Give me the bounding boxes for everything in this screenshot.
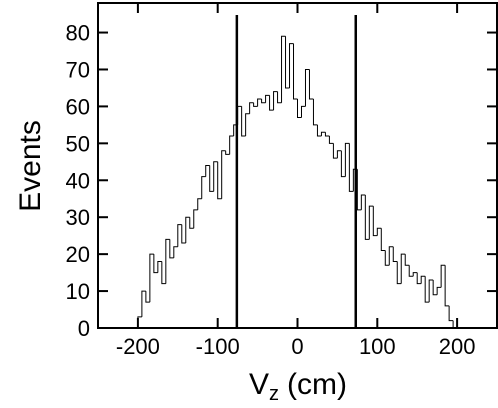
histogram-bin xyxy=(360,194,366,210)
histogram-bin xyxy=(157,261,162,273)
histogram-bin xyxy=(269,95,274,111)
histogram-bin xyxy=(285,36,290,89)
histogram-bin xyxy=(161,261,166,285)
histogram-bin xyxy=(340,150,346,178)
histogram-bin xyxy=(189,217,194,229)
histogram-bin xyxy=(209,165,214,192)
histogram-bin xyxy=(193,209,198,229)
histogram-bin xyxy=(392,246,398,263)
x-label-subscript: z xyxy=(269,383,279,403)
histogram-bin xyxy=(328,135,334,144)
x-label-unit: (cm) xyxy=(287,368,347,401)
histogram-bin xyxy=(229,135,234,155)
y-tick-label: 20 xyxy=(66,242,90,267)
histogram-bin xyxy=(173,246,178,258)
x-axis-label: Vz (cm) xyxy=(249,368,347,403)
y-tick-label: 80 xyxy=(66,21,90,46)
histogram-bin xyxy=(149,253,154,303)
histogram-bin xyxy=(440,264,446,288)
histogram-bin xyxy=(448,305,454,322)
histogram-bin xyxy=(304,68,310,107)
histogram-bin xyxy=(153,254,158,274)
histogram-bin xyxy=(297,99,302,118)
histogram-bin xyxy=(273,91,278,111)
histogram-bin xyxy=(380,228,386,251)
histogram-bin xyxy=(225,150,230,155)
histogram-bin xyxy=(408,265,414,277)
y-tick-label: 0 xyxy=(78,316,90,341)
histogram-bin xyxy=(416,272,422,285)
histogram-bin xyxy=(312,99,318,126)
y-tick-label: 60 xyxy=(66,94,90,119)
histogram-bin xyxy=(289,43,294,88)
histogram-bin xyxy=(205,165,210,177)
y-tick-label: 30 xyxy=(66,205,90,230)
histogram-bin xyxy=(308,69,314,100)
x-tick-label: -100 xyxy=(196,334,240,359)
x-tick-label: -200 xyxy=(116,334,160,359)
histogram-bin xyxy=(293,43,298,100)
histogram-bin xyxy=(344,142,350,177)
histogram-bin xyxy=(137,316,142,328)
histogram-bin xyxy=(245,113,250,136)
histogram-bin xyxy=(185,216,190,244)
histogram-bin xyxy=(444,265,450,307)
histogram-bin xyxy=(197,198,202,210)
histogram-bin xyxy=(420,275,426,284)
histogram-bin xyxy=(261,99,266,104)
histogram-bin xyxy=(265,94,270,103)
histogram-bin xyxy=(241,106,246,137)
histogram-bin xyxy=(324,132,330,137)
y-tick-label: 70 xyxy=(66,57,90,82)
histogram-bin xyxy=(428,279,434,303)
histogram-bin xyxy=(249,102,254,114)
x-tick-label: 100 xyxy=(359,334,396,359)
histogram-bin xyxy=(384,250,390,266)
x-tick-label: 200 xyxy=(439,334,476,359)
histogram-bin xyxy=(165,238,170,284)
histogram-bin xyxy=(253,102,258,107)
histogram-bin xyxy=(404,254,410,266)
histogram-bin xyxy=(452,320,458,329)
histogram-bin xyxy=(300,105,306,118)
histogram-bin xyxy=(368,205,374,240)
histogram-bin xyxy=(177,224,182,247)
histogram-bin xyxy=(141,290,146,317)
histogram-bin xyxy=(424,276,430,303)
y-tick-label: 10 xyxy=(66,279,90,304)
histogram-bin xyxy=(376,227,382,236)
histogram-bin xyxy=(372,206,378,237)
histogram-bin xyxy=(277,91,282,104)
histogram-bin xyxy=(320,131,326,136)
histogram-bin xyxy=(237,105,242,125)
histogram-bin xyxy=(169,239,174,259)
histogram-bin xyxy=(400,253,406,284)
x-tick-label: 0 xyxy=(291,334,303,359)
histogram-bin xyxy=(436,286,442,295)
histogram-bin xyxy=(221,150,226,199)
histogram-bin xyxy=(356,169,362,211)
histogram-bin xyxy=(201,176,206,199)
histogram-bin xyxy=(145,291,150,303)
plot-frame xyxy=(97,2,498,329)
histogram-bin xyxy=(336,150,342,159)
histogram-bin xyxy=(316,124,322,137)
y-tick-label: 40 xyxy=(66,168,90,193)
y-tick-label: 50 xyxy=(66,131,90,156)
histogram-bin xyxy=(348,143,354,192)
histogram-bin xyxy=(388,246,394,266)
histogram-bin xyxy=(412,272,418,277)
histogram-bin xyxy=(181,224,186,244)
histogram-bin xyxy=(432,279,438,296)
histogram-bin xyxy=(396,261,402,285)
histogram-bin xyxy=(364,195,370,240)
histogram-bin xyxy=(257,98,262,107)
histogram-bin xyxy=(213,161,218,192)
histogram-bin xyxy=(281,35,286,103)
histogram-bin xyxy=(217,161,222,200)
x-label-base: V xyxy=(249,368,269,401)
y-axis-label: Events xyxy=(14,120,47,212)
histogram-bin xyxy=(332,143,338,159)
